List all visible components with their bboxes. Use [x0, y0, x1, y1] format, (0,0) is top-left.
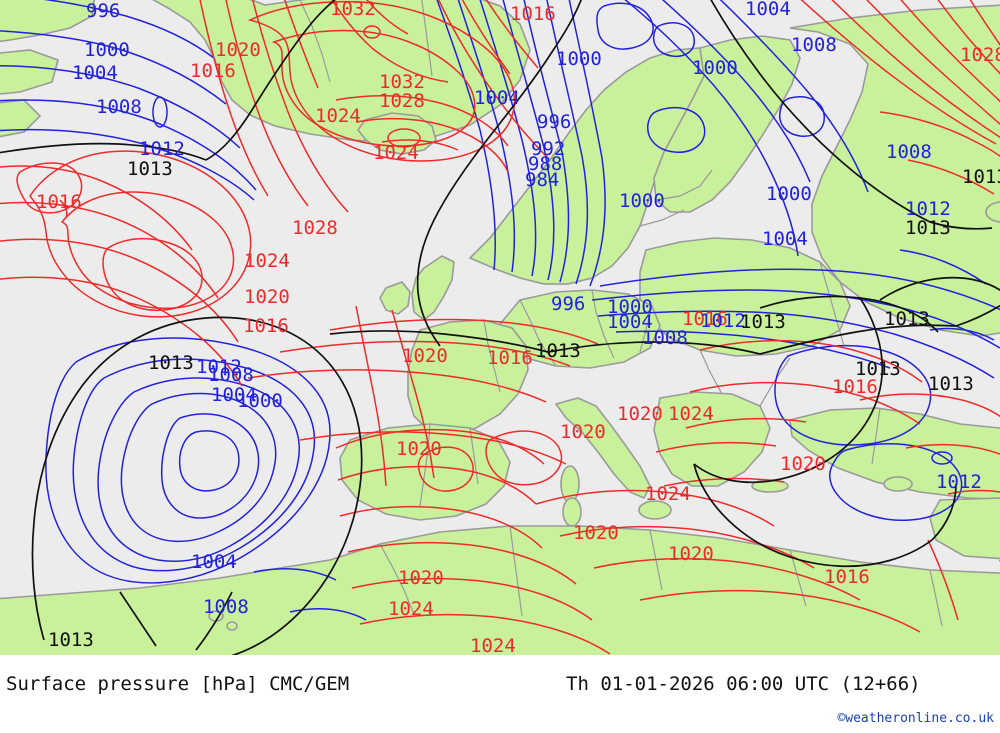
isobar-label-1024-55: 1024: [645, 483, 691, 505]
isobar-label-1024-13: 1024: [373, 142, 419, 164]
isobar-label-1000-37: 1000: [607, 296, 653, 318]
footer-title: Surface pressure [hPa] CMC/GEM: [6, 673, 350, 695]
russia-landmass: [789, 4, 1000, 337]
isobar-label-1016-70: 1016: [824, 566, 870, 588]
isobar-label-1000-30: 1000: [766, 183, 812, 205]
canary-island-b: [226, 621, 238, 631]
isobar-label-1004-59: 1004: [211, 384, 257, 406]
isobar-label-996-21: 996: [537, 111, 572, 133]
isobar-label-1020-50: 1020: [617, 403, 663, 425]
isobar-label-1020-68: 1020: [573, 522, 619, 544]
isobar-label-1013-35: 1013: [905, 217, 951, 239]
sardinia-landmass: [562, 497, 582, 527]
isobars-reference-1013: [0, 0, 1000, 655]
isobar-label-988-23: 988: [528, 153, 563, 175]
isobar-label-1020-42: 1020: [402, 345, 448, 367]
isobar-label-1013-45: 1013: [740, 311, 786, 333]
lake-landmass: [985, 201, 1000, 223]
isobar-label-984-24: 984: [525, 169, 560, 191]
isobar-label-1000-28: 1000: [692, 57, 738, 79]
isobar-label-1004-61: 1004: [191, 551, 237, 573]
isobar-label-1013-40: 1013: [535, 340, 581, 362]
isobar-label-1016-17: 1016: [243, 315, 289, 337]
isobar-label-1020-16: 1020: [244, 286, 290, 308]
isobar-label-1008-27: 1008: [791, 34, 837, 56]
isobar-label-1000-60: 1000: [237, 390, 283, 412]
isobar-label-1008-3: 1008: [96, 96, 142, 118]
isobar-label-1004-2: 1004: [72, 62, 118, 84]
isobar-label-1024-51: 1024: [668, 403, 714, 425]
ireland-landmass: [379, 281, 411, 315]
isobar-label-1016-18: 1016: [510, 3, 556, 25]
france-landmass: [407, 319, 529, 435]
isobar-label-1008-29: 1008: [886, 141, 932, 163]
isobar-label-1000-20: 1000: [556, 48, 602, 70]
isobar-label-996-36: 996: [551, 293, 586, 315]
isobar-label-1008-39: 1008: [642, 327, 688, 349]
isobar-label-1028-14: 1028: [292, 217, 338, 239]
isobar-label-1016-6: 1016: [36, 191, 82, 213]
isobar-label-1032-9: 1032: [330, 0, 376, 20]
map-canvas: [0, 0, 1000, 655]
isobar-label-1024-15: 1024: [244, 250, 290, 272]
baffin-landmass: [0, 0, 95, 43]
labrador-landmass: [0, 49, 59, 95]
isobar-label-1016-41: 1016: [487, 347, 533, 369]
isobar-label-1020-69: 1020: [668, 543, 714, 565]
italy-landmass: [554, 397, 651, 500]
isobar-label-992-22: 992: [531, 138, 566, 160]
isobar-label-1013-33: 1013: [962, 166, 1000, 188]
isobars-low-pressure: [0, 0, 1000, 621]
isobar-label-996-0: 996: [86, 0, 121, 22]
isobar-label-1008-58: 1008: [208, 364, 254, 386]
isobar-label-1020-64: 1020: [396, 438, 442, 460]
isobar-label-1024-66: 1024: [388, 598, 434, 620]
isobar-label-1024-67: 1024: [470, 635, 516, 656]
isobar-label-1004-38: 1004: [607, 311, 653, 333]
isobar-label-1004-19: 1004: [474, 87, 520, 109]
isobar-label-1013-63: 1013: [48, 629, 94, 651]
isobar-label-1013-46: 1013: [884, 308, 930, 330]
isobar-label-1020-53: 1020: [780, 453, 826, 475]
copyright-notice: ©weatheronline.co.uk: [837, 711, 994, 726]
isobar-label-1008-62: 1008: [203, 596, 249, 618]
isobar-label-1020-52: 1020: [560, 421, 606, 443]
isobar-label-1012-54: 1012: [936, 471, 982, 493]
sicily-landmass: [638, 500, 672, 520]
isobar-label-1016-43: 1016: [682, 308, 728, 330]
isobar-label-1013-48: 1013: [928, 373, 974, 395]
isobar-label-1020-7: 1020: [215, 39, 261, 61]
isobar-label-1013-56: 1013: [148, 352, 194, 374]
isobar-label-1000-25: 1000: [619, 190, 665, 212]
isobar-label-1013-47: 1013: [855, 358, 901, 380]
isobar-label-1004-31: 1004: [762, 228, 808, 250]
cyprus-landmass: [883, 476, 913, 492]
isobar-label-1012-4: 1012: [139, 138, 185, 160]
great-britain-landmass: [411, 255, 455, 322]
isobar-label-1020-65: 1020: [398, 567, 444, 589]
isobar-label-1012-57: 1012: [196, 356, 242, 378]
isobar-label-1028-11: 1028: [379, 90, 425, 112]
isobar-label-1016-8: 1016: [190, 60, 236, 82]
isobar-label-1004-26: 1004: [745, 0, 791, 20]
isobar-label-1016-49: 1016: [832, 376, 878, 398]
isobar-label-1024-12: 1024: [315, 105, 361, 127]
isobar-label-1012-34: 1012: [905, 198, 951, 220]
isobar-label-1028-32: 1028: [960, 44, 1000, 66]
footer-datetime: Th 01-01-2026 06:00 UTC (12+66): [566, 673, 921, 695]
balkans-landmass: [653, 391, 771, 487]
surface-pressure-map[interactable]: 996 1000 1004 1008 1012 1013 1016 1020 1016 1032 1…: [0, 0, 1000, 655]
isobar-label-1012-44: 1012: [700, 310, 746, 332]
isobar-label-1000-1: 1000: [84, 39, 130, 61]
map-footer: Surface pressure [hPa] CMC/GEM Th 01-01-…: [0, 655, 1000, 733]
isobar-label-1013-5: 1013: [127, 158, 173, 180]
levant-landmass: [929, 497, 1000, 560]
isobar-label-1032-10: 1032: [379, 71, 425, 93]
